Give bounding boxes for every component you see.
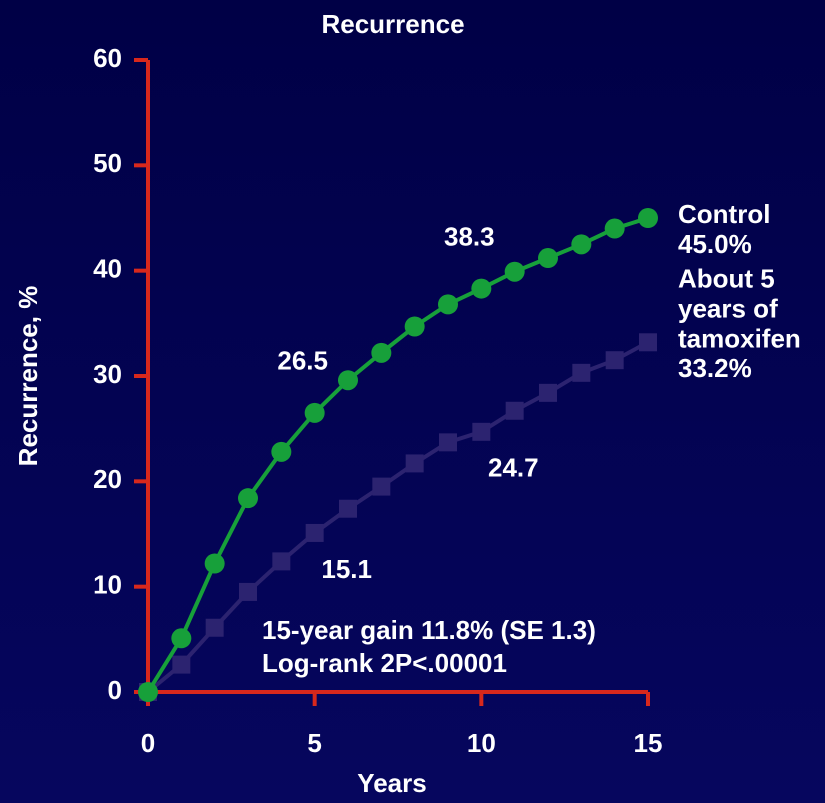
series-line bbox=[146, 216, 649, 694]
legend-label: Control bbox=[678, 199, 770, 229]
data-point bbox=[505, 401, 524, 420]
legend-line: tamoxifen bbox=[678, 323, 801, 353]
data-point bbox=[338, 370, 358, 391]
data-point bbox=[305, 523, 324, 542]
data-point bbox=[304, 402, 325, 423]
y-tick-label: 0 bbox=[108, 675, 122, 705]
annotation: 15-year gain 11.8% (SE 1.3) bbox=[262, 615, 596, 645]
data-point bbox=[605, 351, 624, 370]
y-tick-label: 10 bbox=[93, 570, 122, 600]
data-point bbox=[638, 208, 658, 228]
x-tick-label: 0 bbox=[141, 728, 155, 758]
y-tick-label: 40 bbox=[93, 254, 122, 284]
y-tick-label: 30 bbox=[93, 359, 122, 389]
data-point bbox=[239, 582, 257, 601]
data-point bbox=[572, 363, 591, 382]
data-point bbox=[272, 552, 291, 571]
data-label: 24.7 bbox=[488, 453, 539, 483]
data-point bbox=[238, 488, 258, 509]
y-tick-label: 50 bbox=[93, 148, 122, 178]
legend-label: About 5 years of tamoxifen bbox=[678, 263, 801, 353]
end-label: 45.0% bbox=[678, 229, 752, 259]
data-point bbox=[539, 383, 557, 402]
data-label: 38.3 bbox=[444, 221, 495, 251]
legend-line: years of bbox=[678, 293, 778, 323]
data-point bbox=[639, 333, 657, 352]
end-label: 33.2% bbox=[678, 353, 752, 383]
data-point bbox=[271, 441, 292, 462]
data-point bbox=[172, 655, 191, 674]
data-point bbox=[205, 618, 224, 637]
data-point bbox=[171, 628, 192, 649]
data-point bbox=[339, 499, 357, 518]
legend-line: Control bbox=[678, 199, 770, 229]
y-axis-title: Recurrence, % bbox=[13, 286, 43, 467]
data-point bbox=[372, 477, 391, 496]
data-point bbox=[138, 682, 158, 702]
data-label: 15.1 bbox=[321, 554, 372, 584]
y-tick-label: 20 bbox=[93, 464, 122, 494]
data-point bbox=[439, 433, 457, 452]
y-tick-label: 60 bbox=[93, 43, 122, 73]
x-tick-label: 10 bbox=[467, 728, 496, 758]
x-tick-label: 15 bbox=[634, 728, 663, 758]
data-point bbox=[438, 294, 458, 315]
data-point bbox=[571, 234, 592, 255]
series-line bbox=[146, 340, 649, 694]
annotation: Log-rank 2P<.00001 bbox=[262, 648, 507, 678]
data-point bbox=[472, 422, 491, 441]
data-point bbox=[471, 278, 492, 299]
x-tick-label: 5 bbox=[307, 728, 321, 758]
data-point bbox=[604, 218, 625, 239]
data-point bbox=[204, 553, 225, 574]
data-point bbox=[538, 248, 558, 269]
legend-line: About 5 bbox=[678, 263, 775, 293]
data-point bbox=[405, 454, 424, 473]
x-axis-title: Years bbox=[357, 768, 426, 798]
data-point bbox=[504, 261, 525, 282]
data-point bbox=[404, 316, 425, 337]
data-point bbox=[371, 342, 392, 363]
chart-title: Recurrence bbox=[321, 9, 464, 39]
data-label: 26.5 bbox=[277, 346, 328, 376]
